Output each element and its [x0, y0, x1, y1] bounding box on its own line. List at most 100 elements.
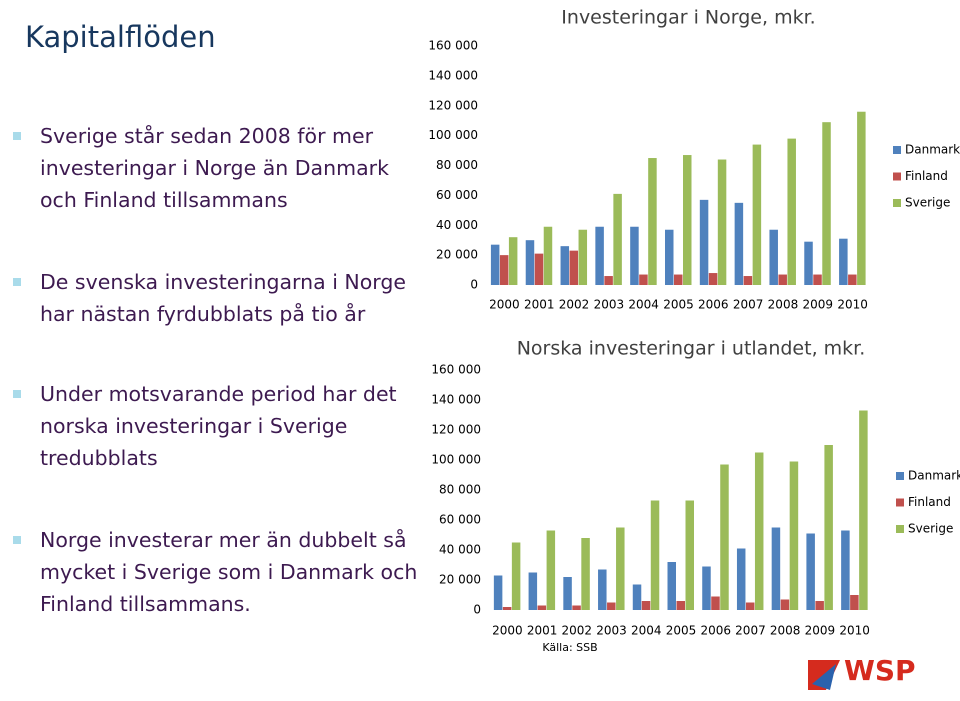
logo-icon: [812, 664, 836, 690]
bar: [630, 226, 639, 285]
bullet: De svenska investeringarna i Norge har n…: [13, 266, 425, 330]
bar: [528, 572, 538, 610]
bar: [563, 577, 572, 610]
y-tick-label: 80 000: [439, 483, 481, 497]
x-tick-label: 2002: [562, 624, 593, 638]
legend-label: Danmark: [905, 143, 960, 157]
bar: [650, 500, 660, 610]
bar: [616, 527, 625, 610]
bar: [711, 596, 720, 610]
bar: [769, 229, 778, 285]
legend-swatch: [896, 525, 904, 533]
bar: [641, 601, 651, 610]
y-tick-label: 20 000: [436, 248, 478, 262]
bar: [508, 237, 518, 285]
y-tick-label: 120 000: [431, 423, 481, 437]
y-tick-label: 60 000: [436, 188, 478, 202]
bar: [839, 238, 848, 285]
bar: [578, 229, 588, 285]
x-tick-label: 2005: [663, 298, 694, 312]
bar: [848, 274, 857, 285]
bar: [734, 202, 744, 285]
chart-title: Investeringar i Norge, mkr.: [561, 7, 815, 29]
x-tick-label: 2001: [524, 298, 555, 312]
x-tick-label: 2006: [698, 298, 729, 312]
bar: [685, 500, 694, 610]
bar: [720, 464, 729, 610]
bar: [702, 566, 711, 610]
bullet: Norge investerar mer än dubbelt så mycke…: [13, 524, 425, 620]
legend-label: Finland: [908, 495, 951, 509]
bar: [607, 602, 616, 610]
bar: [857, 111, 866, 285]
bar: [780, 599, 790, 610]
x-tick-label: 2003: [594, 298, 625, 312]
bar: [546, 530, 556, 610]
source: Källa: SSB: [542, 641, 597, 654]
y-tick-label: 140 000: [428, 68, 478, 82]
bar: [490, 244, 500, 285]
legend-swatch: [893, 146, 901, 154]
x-tick-label: 2001: [527, 624, 558, 638]
y-tick-label: 40 000: [436, 218, 478, 232]
bullet: Under motsvarande period har det norska …: [13, 378, 425, 474]
bar: [604, 276, 613, 285]
bar: [787, 138, 796, 285]
legend-label: Finland: [905, 169, 948, 183]
x-tick-label: 2010: [837, 298, 868, 312]
x-tick-label: 2009: [805, 624, 836, 638]
bar: [632, 584, 642, 610]
bar: [850, 595, 859, 610]
x-tick-label: 2003: [596, 624, 627, 638]
bar: [543, 226, 553, 285]
bar: [743, 276, 753, 285]
y-tick-label: 40 000: [439, 543, 481, 557]
x-tick-label: 2009: [802, 298, 833, 312]
x-tick-label: 2007: [735, 624, 766, 638]
bar: [778, 274, 787, 285]
bar: [499, 255, 509, 285]
bar: [639, 274, 648, 285]
bar: [569, 250, 579, 285]
bar: [824, 445, 833, 610]
bar: [537, 605, 547, 610]
bar: [771, 527, 781, 610]
bar: [493, 575, 503, 610]
y-tick-label: 60 000: [439, 513, 481, 527]
bar: [745, 602, 755, 610]
bar: [560, 246, 570, 285]
chart-title: Norska investeringar i utlandet, mkr.: [517, 338, 866, 360]
legend-swatch: [896, 498, 904, 507]
bar: [613, 193, 622, 285]
bar: [511, 542, 521, 610]
legend-swatch: [893, 172, 901, 181]
y-tick-label: 0: [470, 278, 478, 292]
bar: [736, 548, 746, 610]
x-tick-label: 2007: [733, 298, 764, 312]
x-tick-label: 2008: [768, 298, 799, 312]
y-tick-label: 140 000: [431, 393, 481, 407]
y-tick-label: 0: [473, 603, 481, 617]
bar: [841, 530, 850, 610]
bar: [813, 274, 822, 285]
bar: [525, 240, 535, 285]
bar: [676, 601, 685, 610]
bar: [708, 273, 718, 285]
y-tick-label: 100 000: [431, 453, 481, 467]
y-tick-label: 120 000: [428, 98, 478, 112]
legend-label: Sverige: [905, 196, 950, 210]
bar: [581, 538, 590, 610]
slide-title: Kapitalflöden: [25, 20, 216, 54]
bar: [502, 607, 512, 610]
y-tick-label: 160 000: [431, 363, 481, 377]
bar: [674, 274, 683, 285]
y-tick-label: 80 000: [436, 158, 478, 172]
y-tick-label: 20 000: [439, 573, 481, 587]
bar: [699, 199, 709, 285]
bar: [595, 226, 604, 285]
bar: [683, 155, 692, 285]
bar: [667, 562, 676, 610]
logo-text: WSP: [844, 654, 916, 687]
x-tick-label: 2004: [628, 298, 659, 312]
